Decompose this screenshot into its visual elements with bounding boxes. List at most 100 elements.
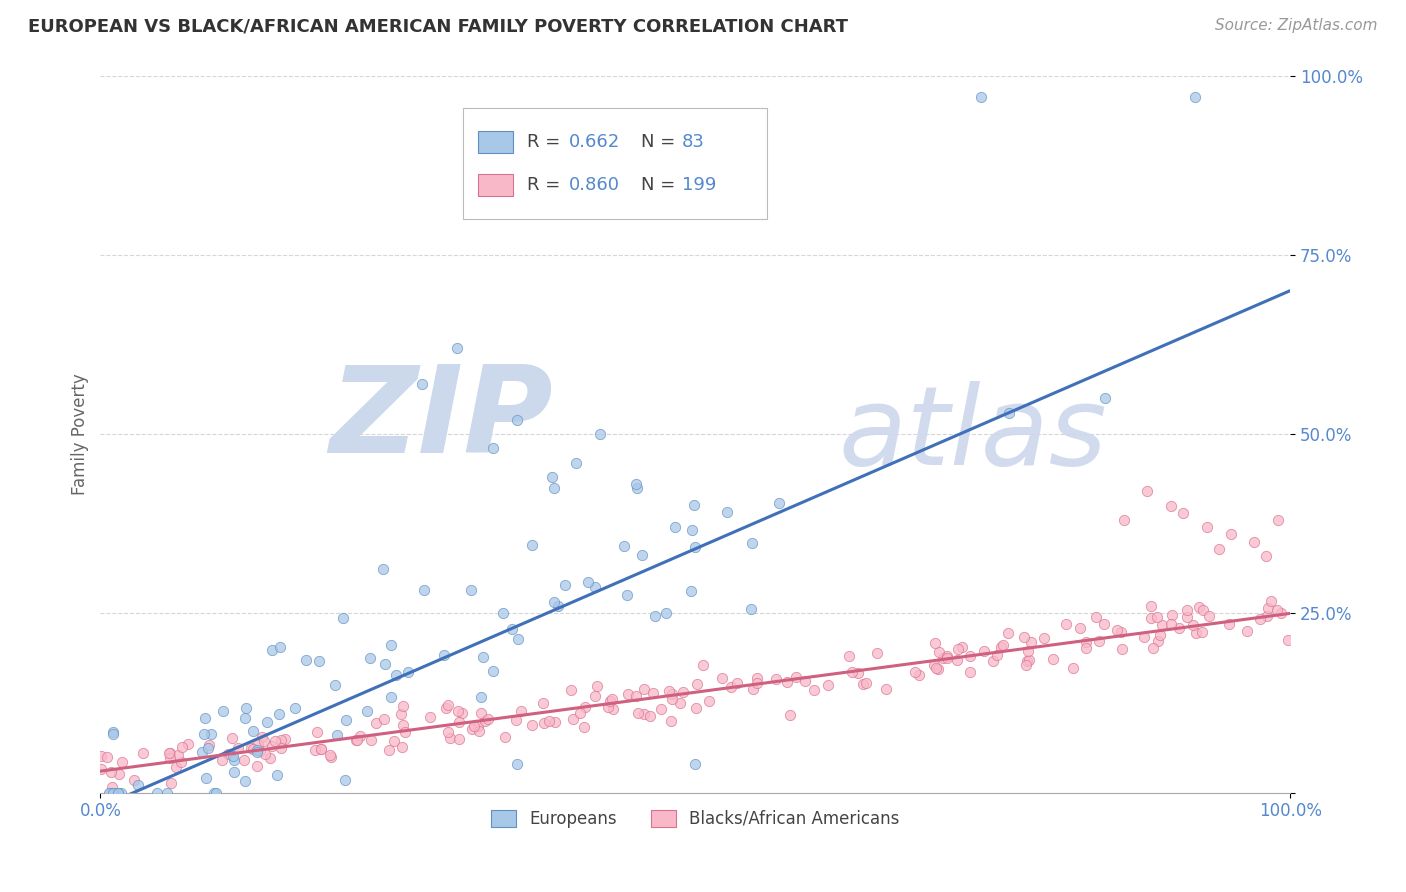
Point [959,665,981,680]
Point [103,786,125,800]
Point [1136,484,1159,499]
Point [681,583,703,598]
Point [924,636,946,650]
Point [413,582,436,597]
Point [159,746,181,760]
Point [1140,611,1163,625]
Point [537,714,560,728]
Point [233,773,256,788]
Point [765,672,787,686]
Point [1133,631,1156,645]
Point [232,753,254,767]
Point [97,786,120,800]
Point [1171,506,1194,520]
Point [686,677,709,691]
Point [1111,642,1133,657]
Point [710,671,733,685]
Point [221,731,243,746]
Point [264,734,287,748]
Point [522,538,544,552]
Point [378,743,401,757]
Point [318,747,340,762]
Point [768,496,790,510]
Point [855,676,877,690]
Point [659,714,682,729]
Point [779,708,801,723]
Point [160,776,183,790]
Point [270,733,292,747]
Point [477,712,499,726]
Point [633,706,655,721]
Point [745,671,768,685]
Point [624,689,647,703]
Point [1142,640,1164,655]
Point [346,733,368,747]
Point [176,737,198,751]
Text: ZIP: ZIP [329,361,553,478]
Point [1184,90,1206,104]
Point [1146,610,1168,624]
Point [103,727,125,741]
Point [392,699,415,714]
Point [658,684,681,698]
Point [664,520,686,534]
Point [157,747,180,761]
Point [373,712,395,726]
Point [543,482,565,496]
Point [382,734,405,748]
Point [309,742,332,756]
Point [110,786,132,800]
Point [959,648,981,663]
Point [108,766,131,780]
Point [419,709,441,723]
Point [270,741,292,756]
Point [349,729,371,743]
Point [644,609,666,624]
Point [132,746,155,760]
Point [543,595,565,609]
Point [554,577,576,591]
Point [253,734,276,748]
Point [204,786,226,800]
Point [332,611,354,625]
Point [447,704,470,718]
Point [598,700,620,714]
Point [501,622,523,636]
Point [692,658,714,673]
Point [274,732,297,747]
Point [467,719,489,733]
Point [936,650,959,665]
Point [194,711,217,725]
Point [1191,624,1213,639]
Point [195,771,218,785]
Point [380,690,402,704]
Point [716,505,738,519]
Point [1175,610,1198,624]
Point [222,748,245,763]
Point [1054,617,1077,632]
Point [468,723,491,738]
Point [1270,607,1292,621]
Point [1256,549,1278,563]
Point [222,753,245,767]
Point [683,540,706,554]
Point [600,691,623,706]
Point [197,741,219,756]
Point [506,632,529,646]
Point [294,653,316,667]
Point [449,715,471,730]
Point [1265,603,1288,617]
Point [533,716,555,731]
Point [1112,513,1135,527]
Point [1094,391,1116,405]
Point [323,677,346,691]
Text: 0.662: 0.662 [569,133,620,152]
Point [100,765,122,780]
Point [683,756,706,771]
Point [520,718,543,732]
Point [193,726,215,740]
Point [672,685,695,699]
Point [866,646,889,660]
Point [384,668,406,682]
Point [433,648,456,663]
